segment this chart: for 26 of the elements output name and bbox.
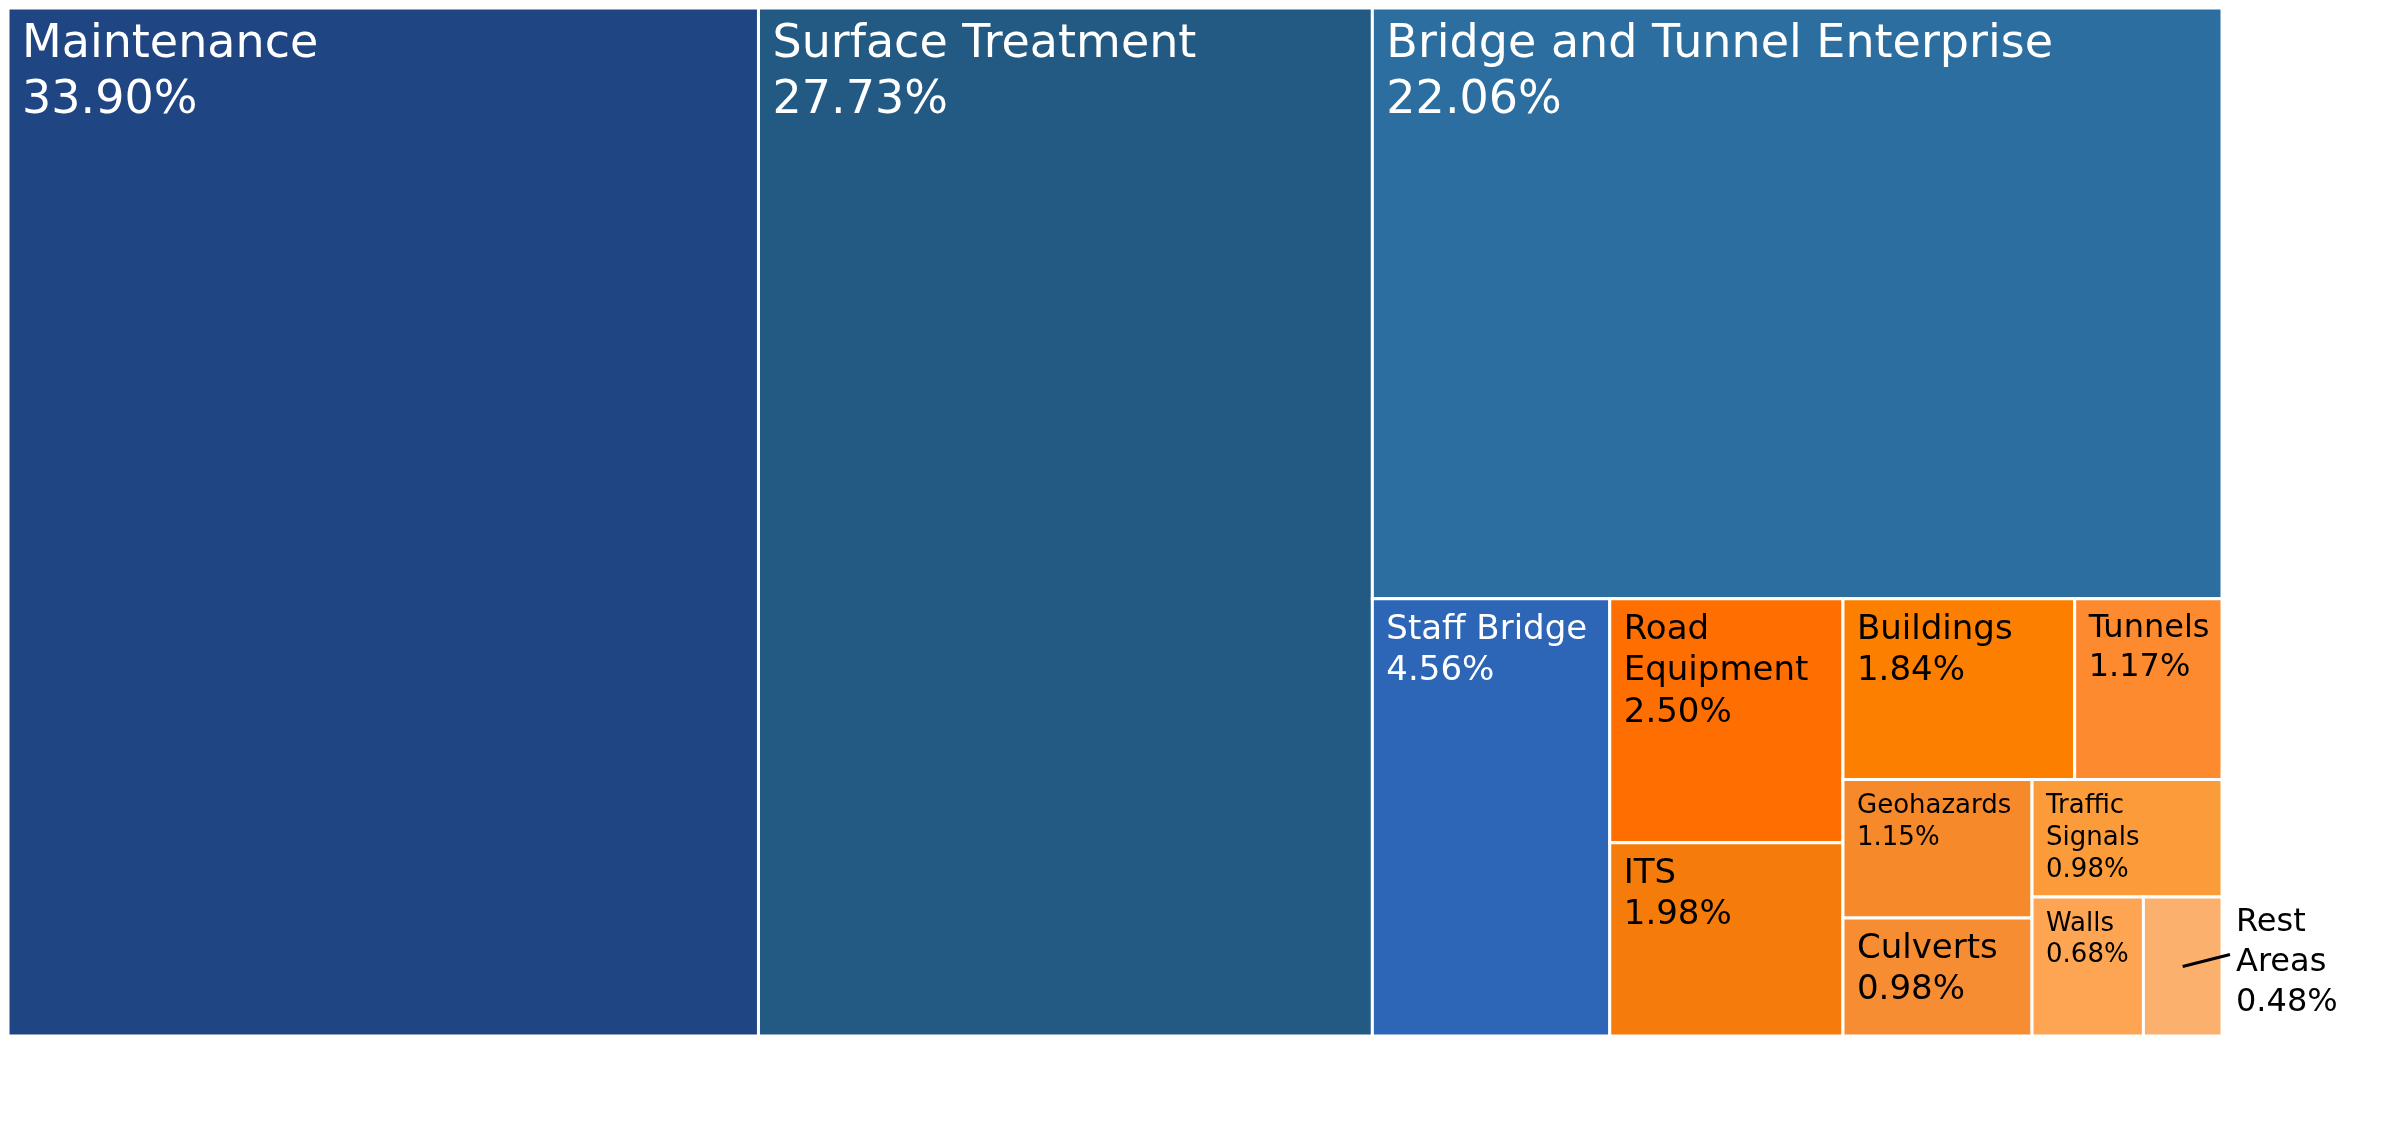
category-label: Rest Areas [2236, 900, 2327, 979]
data-label: 2.50% [1623, 689, 1732, 730]
data-label: 1.17% [2088, 646, 2191, 685]
data-label: 33.90% [22, 70, 198, 125]
category-label: Traffic Signals [2045, 789, 2140, 852]
data-label: 1.15% [1856, 821, 1940, 852]
data-label: 27.73% [772, 70, 948, 125]
category-label: Maintenance [22, 13, 319, 68]
category-label: Surface Treatment [772, 13, 1197, 68]
category-label: Tunnels [2087, 607, 2210, 646]
category-label: Geohazards [1856, 789, 2012, 820]
category-label: Staff Bridge [1386, 606, 1588, 647]
data-label: 0.98% [2046, 852, 2129, 883]
data-label: 0.68% [2046, 938, 2129, 969]
data-label: 1.98% [1623, 892, 1732, 933]
category-label: Walls [2046, 906, 2115, 937]
data-label: 0.48% [2236, 980, 2338, 1019]
data-label: 1.84% [1856, 648, 1966, 689]
category-label: Road Equipment [1623, 606, 1809, 689]
category-label: Bridge and Tunnel Enterprise [1386, 13, 2053, 68]
category-label: ITS [1623, 850, 1677, 891]
category-label: Buildings [1856, 606, 2013, 647]
data-label: 22.06% [1386, 70, 1562, 125]
data-label: 0.98% [1856, 967, 1966, 1008]
category-label: Culverts [1856, 925, 1998, 966]
data-label: 4.56% [1386, 648, 1495, 689]
